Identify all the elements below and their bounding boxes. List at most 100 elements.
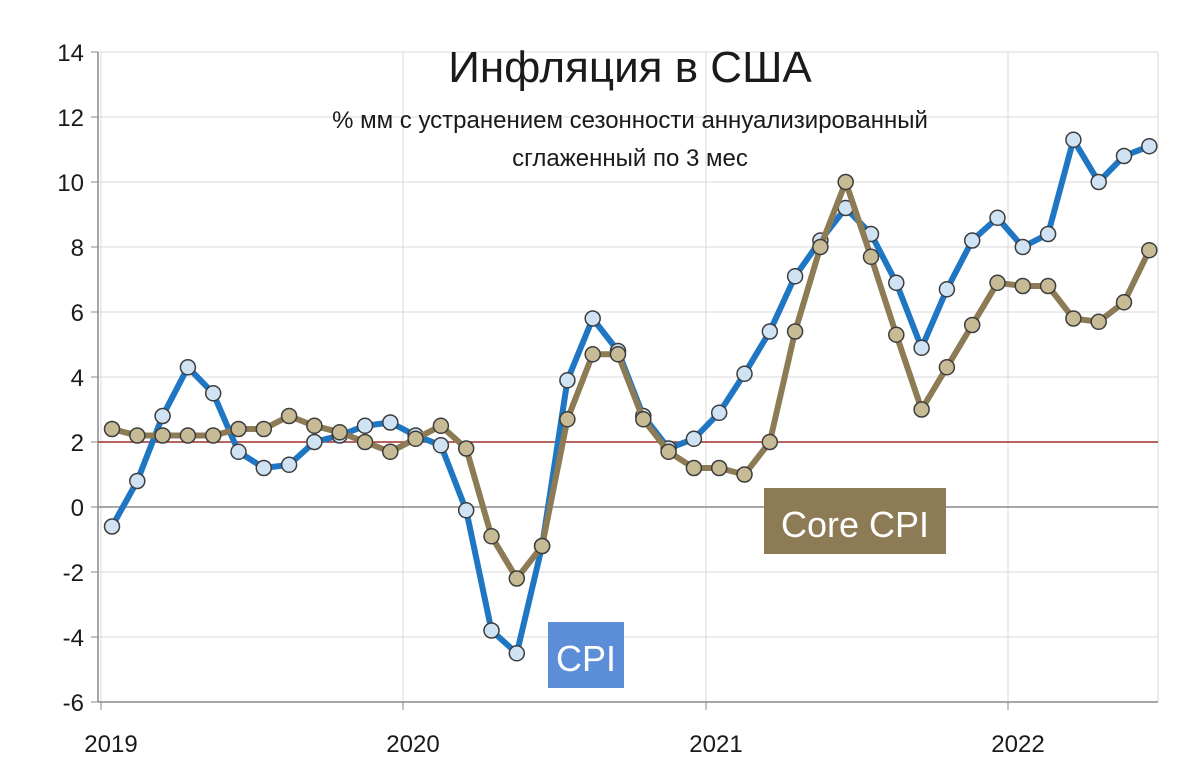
data-point: [204, 427, 222, 444]
data-point: [306, 433, 323, 451]
x-tick-label: 2019: [84, 731, 137, 758]
data-point: [761, 323, 779, 340]
data-point: [154, 427, 171, 444]
data-point: [786, 268, 804, 285]
data-point: [635, 411, 652, 428]
core-cpi-series-label: Core CPI: [781, 504, 929, 545]
y-tick-label: -2: [63, 560, 84, 587]
data-point: [938, 359, 956, 376]
series: [103, 131, 1158, 662]
data-point: [407, 430, 424, 448]
data-point: [255, 420, 273, 438]
data-point: [1115, 147, 1133, 165]
data-point: [660, 443, 677, 461]
data-point: [710, 404, 728, 422]
y-tick-label: 2: [71, 430, 84, 457]
cpi-series-label: CPI: [556, 638, 616, 679]
data-point: [1141, 137, 1158, 155]
data-point: [280, 456, 298, 474]
data-point: [1141, 241, 1158, 259]
x-tick-label: 2022: [991, 731, 1044, 758]
data-point: [129, 427, 146, 444]
data-point: [508, 645, 526, 662]
data-point: [1014, 238, 1032, 256]
data-point: [1115, 294, 1133, 311]
y-tick-label: 8: [71, 235, 84, 262]
data-point: [306, 417, 323, 435]
y-tick-label: 14: [57, 40, 84, 67]
data-point: [609, 346, 627, 363]
axes: -6 -4 -2 0 2 4 6 8 10 12 14 2019 2020 2021 2022: [57, 40, 1158, 758]
data-point: [457, 502, 475, 519]
data-point: [1090, 173, 1107, 191]
data-point: [230, 443, 247, 461]
data-point: [204, 385, 222, 402]
cpi-label-box: [548, 622, 624, 688]
series-cpi: [103, 131, 1158, 662]
data-point: [230, 420, 247, 438]
data-point: [483, 622, 500, 639]
data-point: [963, 232, 981, 249]
data-point: [685, 430, 703, 448]
data-point: [1065, 131, 1082, 149]
core-cpi-label-box: [764, 488, 946, 554]
data-point: [710, 459, 728, 477]
data-point: [888, 326, 905, 343]
data-point: [888, 274, 905, 292]
data-point: [1065, 310, 1082, 327]
data-point: [483, 528, 500, 545]
data-point: [1014, 277, 1032, 295]
data-point: [179, 427, 197, 444]
data-point: [1039, 277, 1057, 295]
data-point: [584, 310, 601, 327]
data-point: [432, 437, 450, 454]
data-point: [989, 209, 1006, 227]
data-point: [559, 411, 576, 428]
data-point: [938, 281, 956, 298]
data-point: [179, 359, 197, 376]
data-point: [862, 248, 880, 266]
data-point: [331, 424, 348, 441]
data-point: [280, 407, 298, 425]
chart-title: Инфляция в США: [448, 43, 812, 92]
y-tick-label: -4: [63, 625, 84, 652]
chart-subtitle-line-1: % мм с устранением сезонности аннуализир…: [332, 107, 928, 134]
data-point: [559, 372, 576, 389]
data-point: [154, 407, 171, 425]
chart-subtitle-line-2: сглаженный по 3 мес: [512, 145, 748, 172]
data-point: [963, 316, 981, 334]
data-point: [761, 433, 779, 451]
data-point: [533, 537, 551, 555]
data-point: [1039, 225, 1057, 243]
data-point: [356, 433, 374, 451]
y-tick-label: -6: [63, 690, 84, 717]
data-point: [837, 173, 854, 191]
data-point: [457, 440, 475, 457]
data-point: [255, 459, 273, 477]
data-point: [129, 472, 146, 490]
series-labels: CPI Core CPI: [548, 488, 946, 688]
data-point: [685, 459, 703, 477]
y-tick-label: 4: [71, 365, 84, 392]
data-point: [103, 518, 121, 535]
data-point: [786, 323, 804, 340]
data-point: [382, 414, 399, 431]
y-tick-label: 12: [57, 105, 84, 132]
data-point: [1090, 313, 1107, 331]
data-point: [103, 420, 121, 438]
data-point: [584, 346, 601, 363]
data-point: [736, 365, 753, 383]
series-core-cpi: [103, 173, 1158, 587]
x-tick-label: 2021: [689, 731, 742, 758]
data-point: [913, 339, 930, 357]
series-line: [109, 179, 1153, 582]
y-tick-label: 6: [71, 300, 84, 327]
data-point: [382, 443, 399, 461]
y-tick-label: 0: [71, 495, 84, 522]
data-point: [736, 466, 753, 483]
x-tick-label: 2020: [386, 731, 439, 758]
data-point: [508, 570, 526, 587]
y-tick-label: 10: [57, 170, 84, 197]
data-point: [356, 417, 374, 435]
